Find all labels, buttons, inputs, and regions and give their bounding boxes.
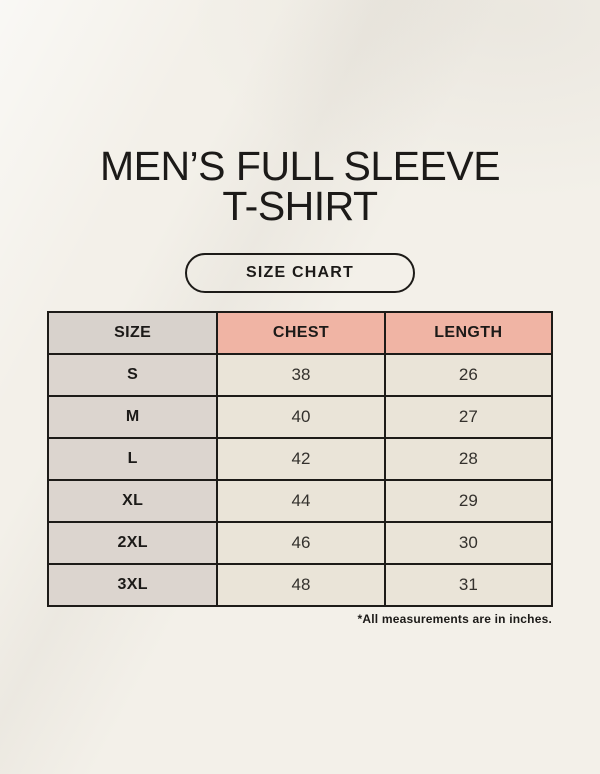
table-header-row: SIZE CHEST LENGTH [46,311,554,355]
size-label: 2XL [46,521,219,565]
table-row: 2XL 46 30 [46,521,554,565]
column-header-size: SIZE [46,311,219,355]
size-label: S [46,353,219,397]
title-line-1: MEN’S FULL SLEEVE [99,143,501,189]
column-header-chest: CHEST [216,311,386,355]
length-value: 28 [383,437,554,481]
size-label: L [46,437,219,481]
table-row: XL 44 29 [46,479,554,523]
chest-value: 38 [216,353,386,397]
size-chart-badge: SIZE CHART [185,253,415,293]
table-row: L 42 28 [46,437,554,481]
length-value: 30 [383,521,554,565]
chest-value: 42 [216,437,386,481]
table-row: M 40 27 [46,395,554,439]
size-chart-table: SIZE CHEST LENGTH S 38 26 M 40 27 L 42 2… [46,311,554,607]
measurement-note: *All measurements are in inches. [357,612,552,626]
chest-value: 44 [216,479,386,523]
table-row: S 38 26 [46,353,554,397]
length-value: 31 [383,563,554,607]
size-label: M [46,395,219,439]
length-value: 29 [383,479,554,523]
size-label: XL [46,479,219,523]
page-title: MEN’S FULL SLEEVE T-SHIRT [0,143,600,229]
table-row: 3XL 48 31 [46,563,554,607]
length-value: 27 [383,395,554,439]
chest-value: 40 [216,395,386,439]
size-label: 3XL [46,563,219,607]
column-header-length: LENGTH [383,311,554,355]
size-chart-badge-label: SIZE CHART [246,264,354,281]
length-value: 26 [383,353,554,397]
chest-value: 46 [216,521,386,565]
chest-value: 48 [216,563,386,607]
title-line-2: T-SHIRT [222,183,378,229]
